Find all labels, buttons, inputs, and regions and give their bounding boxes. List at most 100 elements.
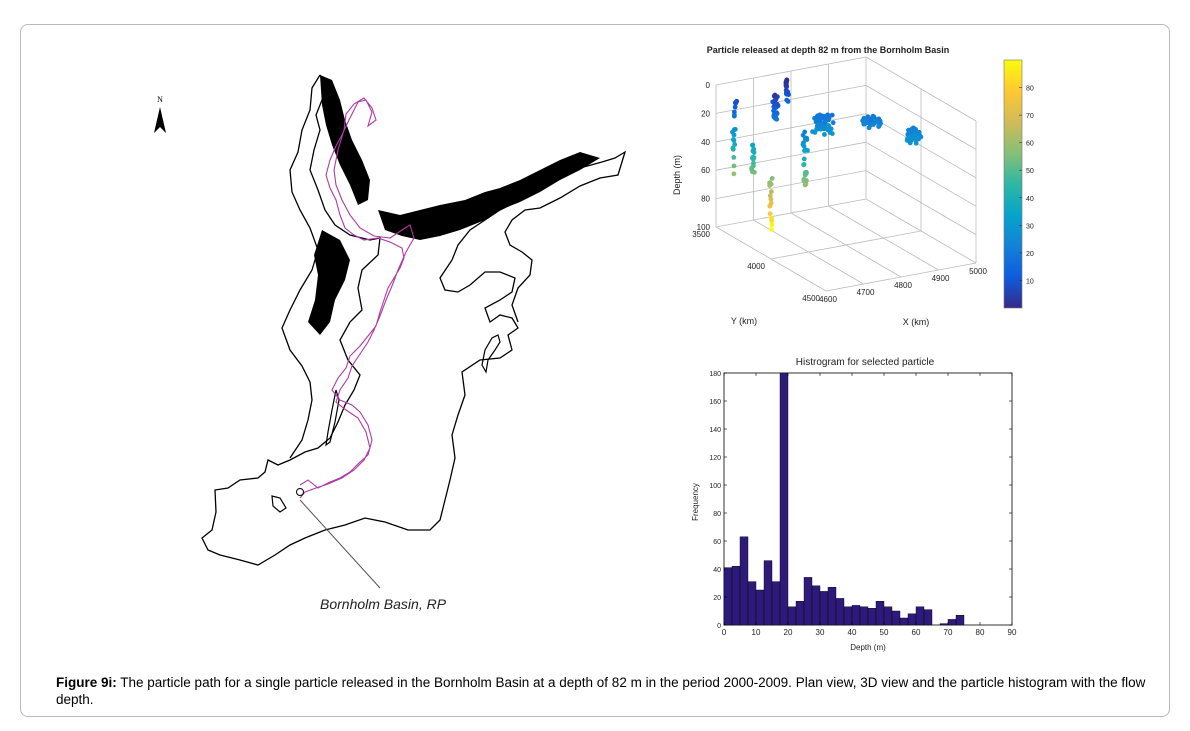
scatter-point [870,122,876,127]
scatter-point [751,160,756,166]
scatter-point [731,171,737,177]
scatter-point [804,170,809,176]
x-tick-label: 60 [912,628,921,637]
x-tick-label: 90 [1008,628,1017,637]
histogram-bar [819,591,829,626]
scatter-point [730,137,736,142]
scatter-point [863,118,869,124]
scatter-point [812,129,818,135]
scatter-point [801,178,807,184]
scatter-point [873,117,879,123]
scatter-point [767,211,773,217]
scatter-point [774,101,780,107]
chart-3d-points [730,77,924,232]
histogram-bar [859,606,869,626]
x-tick-label: 10 [752,628,761,637]
colorbar-gradient [1003,59,1023,309]
scatter-point [801,162,807,168]
grid-line [715,170,867,199]
histogram-bar [811,585,821,626]
y-tick-label: 20 [713,595,721,602]
histogram-bar [723,567,733,626]
scatter-point [908,137,914,143]
bornholm-basin-label: Bornholm Basin, RP [320,596,447,612]
scatter-point [730,145,736,151]
y-tick-label: 0 [717,623,721,630]
histogram-bars [723,372,965,626]
island-bornholm [271,495,287,513]
x-tick-label: 30 [816,628,825,637]
histogram-bar [939,623,949,626]
colorbar-tick-label: 40 [1026,196,1034,203]
scatter-point [785,89,791,95]
north-indicator: N [150,95,170,135]
histogram-bar [899,617,909,626]
scatter-point [732,100,738,106]
y-tick-label: 140 [709,427,721,434]
island-gotland [481,334,501,374]
caption-label: Figure 9i: [56,675,117,690]
y-tick-label: 60 [713,539,721,546]
z-tick-label: 40 [701,138,710,147]
histogram-bar [795,600,805,626]
y-axis-label: Frequency [691,483,700,521]
scatter-point [802,182,808,188]
z-tick-label: 100 [697,223,711,232]
scatter-point [784,97,790,103]
histogram-bar [739,536,749,626]
scatter-point [769,222,775,228]
histogram-bar [907,613,917,626]
z-tick-label: 60 [701,166,710,175]
y-tick-label: 40 [713,567,721,574]
histogram-bar [875,600,885,626]
histogram-bar [923,609,933,626]
scatter-point [866,125,872,131]
scatter-point [767,180,773,186]
particle-path [299,97,415,499]
grid-line [715,85,867,114]
scatter-point [750,156,755,161]
colorbar-tick-label: 10 [1026,278,1034,285]
grid-line [715,141,867,171]
scatter-point [731,154,737,160]
scatter-point [816,123,821,129]
colorbar-tick-label: 50 [1026,168,1034,175]
x-tick-label: 4900 [932,274,950,283]
plan-view-map [201,74,627,589]
figure-frame [20,24,1170,717]
y-tick-label: 4500 [802,294,820,303]
histogram-bar [803,577,813,626]
scatter-point [827,125,833,131]
y-tick-label: 100 [709,483,721,490]
histogram-bar [755,589,765,626]
histogram-bar [779,372,789,626]
histogram-bar [835,598,845,626]
colorbar-tick-label: 30 [1026,223,1034,230]
scatter-point [908,133,914,139]
z-tick-label: 0 [706,81,711,90]
chart-title: Particle released at depth 82 m from the… [707,45,950,55]
histogram-title: Histrogram for selected particle [796,357,935,368]
x-tick-label: 4700 [857,288,875,297]
histogram-bar [827,586,837,626]
scatter-point [913,137,919,143]
scatter-point [732,104,738,110]
y-axis-label: Y (km) [731,316,757,326]
release-point [296,488,304,496]
histogram-bar [763,560,773,626]
coastline [201,74,627,566]
histogram-bar [747,581,757,626]
scatter-point [830,120,836,126]
histogram-bar [771,581,781,626]
y-tick-label: 180 [709,371,721,378]
scatter-point [750,142,756,148]
scatter-point [800,142,806,147]
scatter-point [818,116,823,122]
x-tick-label: 5000 [969,267,987,276]
histogram-ticks: 0 10 20 30 40 50 60 70 80 90 0 20 40 60 80 100 120 140 160… [709,371,1017,637]
scatter-point [731,163,737,169]
basin-leader-line [299,499,381,589]
y-tick-label: 120 [709,455,721,462]
grid-line [770,230,922,260]
histogram-bar [891,610,901,626]
